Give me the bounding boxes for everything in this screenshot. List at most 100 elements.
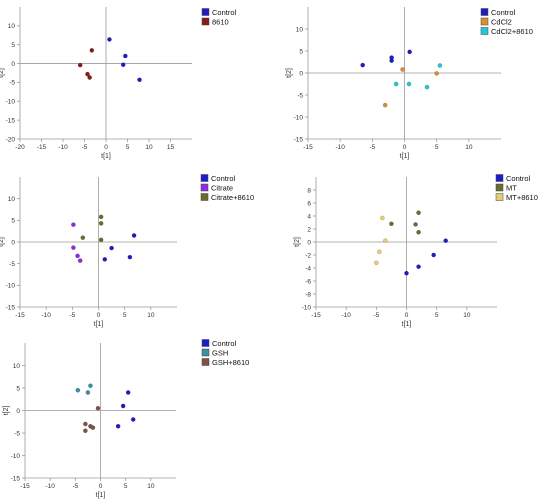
data-point (377, 249, 382, 255)
data-point (127, 254, 133, 260)
legend-swatch (495, 193, 504, 201)
legend-swatch (201, 348, 210, 357)
y-tick-label: 5 (299, 48, 303, 55)
x-tick-label: -15 (37, 144, 47, 151)
legend-label: MT (506, 184, 517, 193)
data-point (71, 222, 76, 227)
data-point (98, 237, 104, 243)
legend-label: Control (491, 8, 516, 17)
y-tick-label: 4 (307, 213, 311, 220)
data-point (404, 270, 409, 276)
y-axis-label: t[2] (0, 68, 5, 78)
data-point (393, 81, 399, 87)
y-tick-label: 10 (296, 26, 304, 33)
y-tick-label: 6 (307, 200, 311, 207)
legend-label: CdCl2 (491, 18, 512, 27)
data-point (85, 71, 90, 77)
y-tick-label: -20 (6, 136, 16, 143)
y-tick-label: 8 (307, 187, 311, 194)
y-tick-label: 5 (11, 42, 15, 49)
y-tick-label: -4 (305, 265, 311, 272)
data-point (83, 428, 88, 434)
legend-label: MT+8610 (506, 193, 538, 202)
legend-swatch (495, 174, 504, 182)
data-point (89, 48, 95, 53)
x-axis-label: t[1] (94, 321, 104, 328)
legend-label: Citrate (211, 184, 233, 193)
x-tick-label: -5 (373, 312, 379, 319)
legend-swatch (201, 8, 210, 16)
legend-swatch (495, 183, 504, 192)
data-point (416, 229, 421, 235)
x-tick-label: -10 (58, 144, 68, 151)
data-point (400, 67, 405, 72)
y-tick-label: 0 (299, 70, 303, 77)
y-tick-label: 5 (16, 385, 20, 392)
y-axis-label: t[2] (294, 237, 301, 247)
data-point (71, 245, 76, 250)
data-point (80, 235, 86, 240)
x-tick-label: 0 (104, 144, 108, 151)
legend-label: Control (506, 174, 531, 183)
data-point (424, 84, 430, 90)
data-point (374, 260, 379, 266)
x-tick-label: 10 (147, 483, 155, 490)
data-point (389, 58, 394, 63)
x-axis-label: t[1] (402, 321, 412, 328)
y-tick-label: -10 (11, 453, 21, 460)
x-tick-label: 10 (147, 312, 155, 319)
y-tick-label: -15 (11, 475, 21, 482)
x-tick-label: -10 (41, 312, 51, 319)
data-point (98, 221, 104, 226)
legend-label: Control (212, 339, 237, 348)
data-point (360, 62, 365, 68)
y-tick-label: -6 (305, 278, 311, 285)
x-tick-label: -15 (311, 312, 321, 319)
data-point (87, 75, 92, 80)
legend-label: Control (212, 8, 237, 17)
data-point (437, 63, 443, 68)
x-tick-label: -5 (69, 312, 75, 319)
legend-swatch (201, 339, 210, 347)
data-point (413, 222, 418, 227)
x-axis-label: t[1] (101, 153, 111, 160)
y-tick-label: 0 (11, 239, 15, 246)
x-tick-label: -15 (303, 144, 313, 151)
legend-label: Citrate+8610 (211, 193, 254, 202)
x-tick-label: -15 (15, 312, 25, 319)
legend-swatch (201, 358, 210, 366)
legend-swatch (480, 17, 489, 26)
x-tick-label: -5 (82, 144, 88, 151)
data-point (416, 210, 421, 216)
data-point (83, 421, 88, 427)
data-point (443, 238, 449, 243)
data-point (85, 390, 91, 395)
x-tick-label: 0 (405, 312, 409, 319)
data-point (382, 102, 388, 108)
y-tick-label: -5 (297, 92, 303, 99)
data-point (383, 238, 388, 243)
x-tick-label: -10 (335, 144, 345, 151)
x-tick-label: -10 (45, 483, 55, 490)
y-axis-label: t[2] (3, 406, 10, 416)
y-tick-label: 5 (11, 218, 15, 225)
x-tick-label: -5 (72, 483, 78, 490)
x-tick-label: 5 (126, 144, 130, 151)
legend-swatch (480, 27, 489, 35)
y-tick-label: -8 (305, 291, 311, 298)
data-point (431, 252, 436, 258)
data-point (75, 253, 80, 259)
y-tick-label: 0 (16, 408, 20, 415)
data-point (123, 53, 128, 59)
data-point (120, 62, 126, 68)
y-tick-label: -10 (294, 114, 304, 121)
x-tick-label: 10 (145, 144, 153, 151)
y-tick-label: -15 (6, 304, 16, 311)
scatter-panel-3: -15 -10 -5 0 5 10-15-10-50510t[1]t[2]ControlC… (0, 174, 254, 328)
data-point (389, 221, 394, 227)
data-point (137, 77, 142, 83)
x-tick-label: 5 (435, 144, 439, 151)
data-point (416, 264, 421, 269)
x-tick-label: 5 (123, 312, 127, 319)
y-tick-label: -2 (305, 252, 311, 259)
